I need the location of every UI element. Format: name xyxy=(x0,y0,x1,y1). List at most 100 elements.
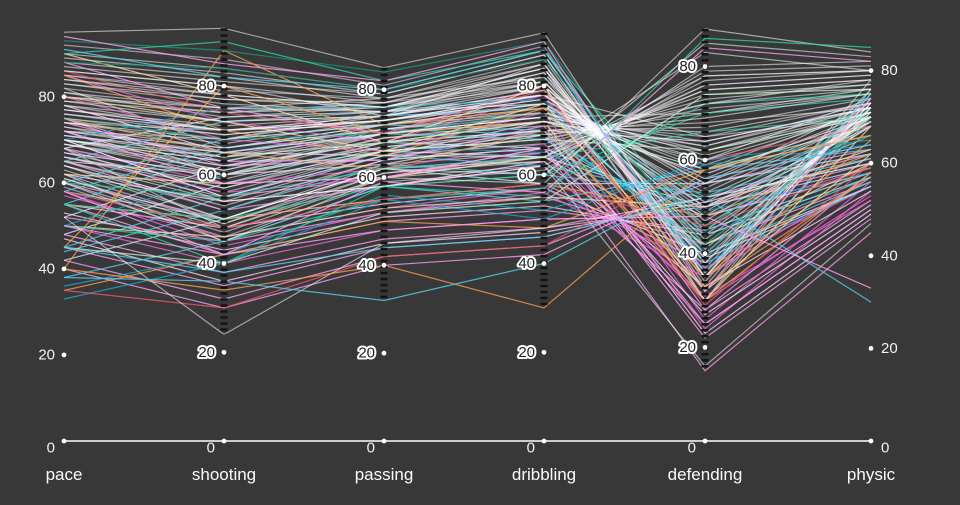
data-line xyxy=(63,148,872,238)
data-line xyxy=(63,94,872,203)
tick-label: 0 xyxy=(527,440,535,457)
data-line xyxy=(63,107,872,171)
data-line xyxy=(63,139,872,300)
tick-label: 80 xyxy=(518,78,535,95)
data-line xyxy=(63,80,872,241)
data-lines xyxy=(63,27,872,372)
tick-label: 0 xyxy=(367,440,375,457)
tick-dot xyxy=(541,261,547,266)
tick-label: 0 xyxy=(688,440,696,457)
tick-dot xyxy=(61,94,67,100)
tick-dot xyxy=(221,172,227,178)
tick-dot xyxy=(702,345,708,350)
data-line xyxy=(63,162,872,273)
tick-dot xyxy=(221,83,227,89)
tick-label: 0 xyxy=(881,440,889,457)
axis-name-pace: pace xyxy=(46,465,83,484)
tick-dot xyxy=(61,352,67,358)
tick-label: 40 xyxy=(679,245,696,262)
data-line xyxy=(63,130,872,372)
data-line xyxy=(63,144,872,302)
data-line xyxy=(63,58,872,245)
data-line xyxy=(63,107,872,176)
data-line xyxy=(63,160,872,288)
data-line xyxy=(63,42,872,220)
data-line xyxy=(63,67,872,269)
data-line xyxy=(63,85,872,222)
tick-dot xyxy=(61,438,67,444)
data-line xyxy=(63,197,872,303)
axis-name-dribbling: dribbling xyxy=(512,465,576,484)
tick-dot xyxy=(381,175,387,180)
data-line xyxy=(63,98,872,185)
tick-label: 20 xyxy=(881,340,898,357)
tick-label: 20 xyxy=(38,346,55,363)
tick-label: 80 xyxy=(679,58,696,75)
tick-label: 80 xyxy=(198,78,215,95)
tick-dot xyxy=(221,349,227,355)
tick-dot xyxy=(702,64,708,69)
data-line xyxy=(63,37,872,265)
axis-name-physic: physic xyxy=(847,465,896,484)
tick-label: 60 xyxy=(358,169,375,186)
data-line xyxy=(63,51,872,198)
data-line xyxy=(63,63,872,278)
data-line xyxy=(63,111,872,161)
axis-name-defending: defending xyxy=(668,465,743,484)
tick-dot xyxy=(541,83,547,89)
data-line xyxy=(63,27,872,278)
data-line xyxy=(63,111,872,199)
data-line xyxy=(63,120,872,171)
tick-dot xyxy=(541,438,547,444)
tick-label: 60 xyxy=(198,166,215,183)
tick-label: 20 xyxy=(518,344,535,361)
data-line xyxy=(63,40,872,231)
axis-name-passing: passing xyxy=(355,465,414,484)
data-line xyxy=(63,40,872,255)
data-line xyxy=(63,28,872,242)
data-line xyxy=(63,116,872,176)
data-line xyxy=(63,96,872,292)
tick-label: 0 xyxy=(207,440,215,457)
data-line xyxy=(63,103,872,194)
tick-label: 80 xyxy=(38,88,55,105)
data-line xyxy=(63,88,872,207)
tick-label: 80 xyxy=(881,62,898,79)
tick-dot xyxy=(868,346,874,351)
tick-dot xyxy=(61,266,67,272)
data-line xyxy=(63,88,872,265)
tick-label: 60 xyxy=(881,155,898,172)
tick-dot xyxy=(702,251,708,257)
data-line xyxy=(63,67,872,264)
tick-dot xyxy=(868,160,874,166)
data-line xyxy=(63,107,872,162)
tick-dot xyxy=(702,438,708,444)
data-line xyxy=(63,147,872,367)
tick-dot xyxy=(868,253,874,259)
axis-name-shooting: shooting xyxy=(192,465,256,484)
tick-dot xyxy=(381,87,387,93)
tick-label: 20 xyxy=(198,344,215,361)
tick-label: 40 xyxy=(38,260,55,277)
data-line xyxy=(63,72,872,250)
data-line xyxy=(63,47,872,256)
tick-dot xyxy=(381,350,387,356)
tick-label: 40 xyxy=(198,255,215,272)
data-line xyxy=(63,157,872,282)
data-line xyxy=(63,134,872,309)
tick-label: 60 xyxy=(679,152,696,169)
tick-label: 20 xyxy=(358,345,375,362)
tick-label: 20 xyxy=(679,339,696,356)
tick-dot xyxy=(868,438,874,444)
data-line xyxy=(63,48,872,274)
tick-dot xyxy=(221,438,227,444)
data-line xyxy=(63,125,872,309)
data-line xyxy=(63,215,872,289)
tick-dot xyxy=(702,157,708,163)
data-line xyxy=(63,133,872,231)
tick-label: 60 xyxy=(38,174,55,191)
data-line xyxy=(63,79,872,225)
data-line xyxy=(63,93,872,189)
